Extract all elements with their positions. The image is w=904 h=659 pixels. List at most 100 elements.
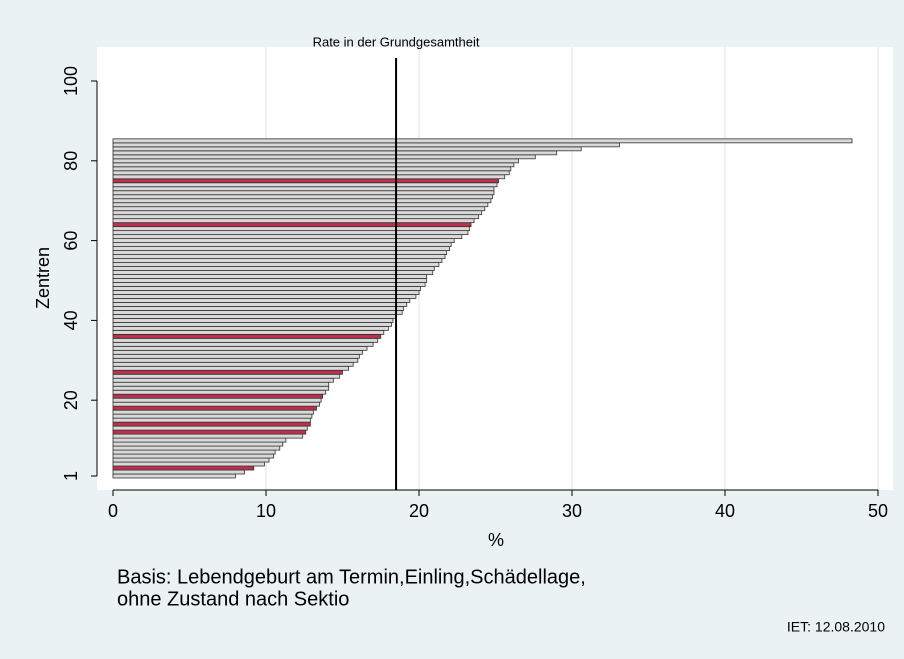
x-tick-label: 0 xyxy=(108,501,118,521)
x-axis-title: % xyxy=(488,530,504,550)
bar xyxy=(112,429,307,435)
bar xyxy=(112,413,313,419)
bar xyxy=(112,170,510,176)
x-tick-label: 10 xyxy=(256,501,276,521)
y-tick-label: 20 xyxy=(61,390,81,410)
source: IET: 12.08.2010 xyxy=(787,619,885,635)
bar xyxy=(112,270,434,275)
bar xyxy=(112,198,492,204)
bar xyxy=(112,377,334,383)
y-tick-label: 100 xyxy=(61,66,81,96)
x-tick-label: 20 xyxy=(409,501,429,521)
bar xyxy=(112,142,620,148)
bar xyxy=(112,369,343,375)
bar xyxy=(112,194,493,200)
bar xyxy=(112,317,394,323)
bar xyxy=(112,222,472,228)
bar xyxy=(112,206,486,212)
bar xyxy=(112,238,455,243)
y-tick-label: 1 xyxy=(61,471,81,481)
bar xyxy=(112,258,443,263)
bar xyxy=(112,262,440,267)
bar xyxy=(112,449,276,455)
bar xyxy=(112,174,506,180)
bar xyxy=(112,457,270,463)
bar xyxy=(112,389,327,395)
bar xyxy=(112,405,317,411)
bar xyxy=(112,306,405,311)
bar xyxy=(112,290,420,295)
bar xyxy=(112,433,304,439)
bar xyxy=(112,210,483,216)
bar xyxy=(112,337,379,343)
bar xyxy=(112,349,363,355)
bar xyxy=(112,469,245,475)
bar xyxy=(112,453,275,459)
bar xyxy=(112,325,389,331)
bar xyxy=(112,218,475,224)
bar xyxy=(112,226,470,232)
bar xyxy=(112,393,324,399)
bar xyxy=(112,146,582,152)
note-line: ohne Zustand nach Sektio xyxy=(117,588,349,610)
y-tick-label: 40 xyxy=(61,310,81,330)
bar xyxy=(112,230,469,236)
bar xyxy=(112,461,265,467)
bar xyxy=(112,321,392,327)
bar xyxy=(112,214,480,220)
y-tick-label: 60 xyxy=(61,231,81,251)
bar xyxy=(112,274,428,279)
bar xyxy=(112,282,426,287)
x-tick-label: 30 xyxy=(562,501,582,521)
bar xyxy=(112,421,311,427)
bar xyxy=(112,361,354,367)
bar xyxy=(112,373,340,379)
note-line: Basis: Lebendgeburt am Termin,Einling,Sc… xyxy=(117,566,586,588)
reference-label: Rate in der Grundgesamtheit xyxy=(313,34,480,49)
bar xyxy=(112,365,350,371)
bar xyxy=(112,310,403,315)
bar xyxy=(112,202,489,208)
bar xyxy=(112,341,374,347)
bar xyxy=(112,150,558,156)
bar xyxy=(112,441,284,447)
bar xyxy=(112,190,495,196)
bar xyxy=(112,166,512,172)
y-axis-title: Zentren xyxy=(33,247,53,309)
bar xyxy=(112,154,536,160)
bar xyxy=(112,138,853,144)
bar xyxy=(112,182,498,188)
bar xyxy=(112,401,320,407)
bar xyxy=(112,385,330,391)
x-tick-label: 40 xyxy=(715,501,735,521)
bar xyxy=(112,162,515,168)
y-tick-label: 80 xyxy=(61,151,81,171)
bar xyxy=(112,409,314,415)
bar xyxy=(112,278,428,283)
bar xyxy=(112,417,311,423)
bar xyxy=(112,298,411,303)
bar xyxy=(112,333,382,339)
bar xyxy=(112,186,495,192)
bar xyxy=(112,242,452,247)
bar xyxy=(112,357,359,363)
bar xyxy=(112,445,281,451)
bar xyxy=(112,294,417,299)
bar xyxy=(112,314,397,319)
bar xyxy=(112,465,255,471)
bar xyxy=(112,302,408,307)
bar xyxy=(112,178,499,184)
bar xyxy=(112,425,308,431)
x-tick-label: 50 xyxy=(868,501,888,521)
bar xyxy=(112,286,421,291)
bar xyxy=(112,397,322,403)
bar xyxy=(112,345,368,351)
bar xyxy=(112,246,451,251)
bar xyxy=(112,473,236,479)
bar xyxy=(112,381,330,387)
bar xyxy=(112,437,287,443)
bar xyxy=(112,158,519,164)
bar xyxy=(112,353,360,359)
bar xyxy=(112,266,435,271)
